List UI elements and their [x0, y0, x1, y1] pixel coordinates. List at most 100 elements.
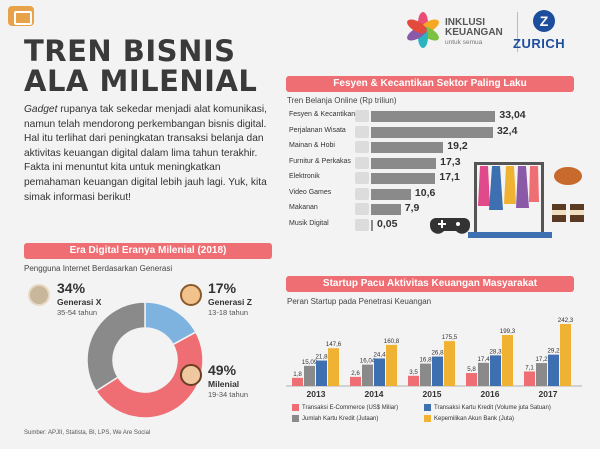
- legend-label: Jumlah Kartu Kredit (Jutaan): [302, 416, 379, 423]
- milenial-label: Milenial: [208, 379, 240, 389]
- belanja-bar: [371, 219, 373, 231]
- belanja-value-label: 32,4: [496, 124, 518, 137]
- milenial-age: 19-34 tahun: [208, 390, 249, 399]
- legend-label: Kepemilikan Akun Bank (Juta): [434, 416, 515, 423]
- startup-bar: [560, 324, 571, 386]
- page-title-line1: TREN BISNIS: [24, 34, 236, 68]
- startup-bar: [362, 364, 373, 386]
- startup-bar: [328, 348, 339, 386]
- gen-x-age: 35-54 tahun: [57, 308, 98, 317]
- legend-item: Transaksi Kartu Kredit (Volume juta Satu…: [424, 404, 551, 411]
- belanja-value-label: 17,1: [439, 171, 460, 183]
- belanja-value-label: 33,04: [499, 109, 526, 121]
- startup-value-label: 5,8: [467, 366, 476, 373]
- inklusi-word: INKLUSI: [445, 17, 485, 28]
- startup-value-label: 147,6: [326, 341, 342, 348]
- year-tick-label: 2015: [423, 389, 442, 399]
- toy-icon: [355, 141, 369, 153]
- legend-swatch: [424, 415, 431, 422]
- music-icon: [355, 218, 369, 231]
- startup-bar: [350, 376, 361, 386]
- inklusi-flower-icon: [407, 12, 439, 48]
- generasi-subtitle: Pengguna Internet Berdasarkan Generasi: [24, 264, 173, 273]
- fesyen-banner: Fesyen & Kecantikan Sektor Paling Laku: [286, 76, 574, 92]
- startup-bar: [466, 373, 477, 386]
- gen-z-age: 13-18 tahun: [208, 308, 249, 317]
- startup-bar: [444, 341, 455, 386]
- belanja-bar: [371, 204, 401, 215]
- startup-value-label: 1,8: [293, 371, 302, 378]
- startup-value-label: 16,04: [360, 358, 376, 365]
- startup-value-label: 199,3: [500, 328, 516, 335]
- legend-swatch: [292, 404, 299, 411]
- startup-value-label: 17,4: [477, 356, 490, 363]
- belanja-bar: [371, 111, 496, 122]
- fesyen-subtitle: Tren Belanja Online (Rp triliun): [287, 96, 397, 105]
- startup-bar: [420, 363, 431, 386]
- startup-value-label: 3,5: [409, 369, 418, 376]
- startup-value-label: 29,2: [547, 348, 560, 355]
- startup-value-label: 15,09: [302, 359, 318, 366]
- belanja-category-label: Furnitur & Perkakas: [289, 157, 351, 165]
- intro-paragraph: Gadget rupanya tak sekedar menjadi alat …: [24, 103, 272, 205]
- startup-value-label: 21,8: [315, 354, 328, 361]
- startup-bar: [386, 344, 397, 386]
- gamepad-illustration: [430, 218, 470, 234]
- belanja-category-label: Makanan: [289, 204, 318, 211]
- wallet-icon: [8, 6, 34, 26]
- legend-swatch: [292, 415, 299, 422]
- gen-z-pct: 17%: [208, 280, 237, 296]
- legend-item: Kepemilikan Akun Bank (Juta): [424, 415, 514, 422]
- year-tick-label: 2013: [307, 389, 326, 399]
- logo-divider: [517, 12, 518, 52]
- startup-bar: [316, 360, 327, 386]
- dress-icon: [355, 110, 369, 122]
- car-icon: [355, 125, 369, 138]
- startup-value-label: 175,5: [442, 334, 458, 341]
- startup-value-label: 16,8: [419, 357, 432, 364]
- clothes-rack-illustration: [468, 162, 584, 238]
- legend-swatch: [424, 404, 431, 411]
- belanja-bar: [371, 173, 436, 184]
- startup-bar: [490, 355, 501, 386]
- startup-value-label: 26,8: [431, 350, 444, 357]
- startup-bar: [304, 365, 315, 386]
- belanja-category-label: Perjalanan Wisata: [289, 126, 346, 134]
- year-tick-label: 2017: [539, 389, 558, 399]
- belanja-category-label: Elektronik: [289, 173, 320, 180]
- source-note: Sumber: APJII, Statista, BI, LPS, We Are…: [24, 430, 151, 436]
- gen-z-label: Generasi Z: [208, 297, 252, 307]
- belanja-bar: [371, 142, 444, 153]
- generasi-banner: Era Digital Eranya Milenial (2018): [24, 243, 272, 259]
- startup-bar: [536, 363, 547, 386]
- startup-value-label: 24,4: [373, 351, 386, 358]
- zurich-emblem: Z: [533, 10, 555, 32]
- gen-x-avatar-icon: [28, 284, 50, 306]
- startup-value-label: 160,8: [384, 338, 400, 345]
- belanja-bar: [371, 157, 437, 169]
- startup-bar: [524, 371, 535, 386]
- gen-x-label: Generasi X: [57, 297, 102, 307]
- chair-icon: [355, 156, 369, 169]
- belanja-bar: [371, 188, 411, 200]
- belanja-value-label: 19,2: [447, 140, 468, 152]
- belanja-category-label: Fesyen & Kecantikan: [289, 111, 356, 118]
- belanja-value-label: 10,6: [414, 186, 436, 199]
- belanja-value-label: 7,9: [404, 202, 420, 214]
- startup-value-label: 28,3: [489, 348, 502, 355]
- startup-bar: [548, 354, 559, 386]
- belanja-value-label: 0,05: [377, 217, 398, 230]
- legend-item: Jumlah Kartu Kredit (Jutaan): [292, 415, 378, 422]
- intro-text: rupanya tak sekedar menjadi alat komunik…: [24, 104, 267, 203]
- generasi-donut-chart: [86, 301, 204, 419]
- inklusi-tagline: untuk semua: [445, 39, 483, 46]
- startup-value-label: 242,3: [558, 317, 574, 324]
- startup-banner: Startup Pacu Aktivitas Keuangan Masyarak…: [286, 276, 574, 292]
- legend-label: Transaksi Kartu Kredit (Volume juta Satu…: [434, 405, 551, 412]
- startup-bar: [408, 375, 419, 386]
- startup-bar: [374, 358, 385, 386]
- startup-value-label: 7,1: [525, 364, 534, 371]
- startup-bar: [292, 377, 303, 386]
- gen-x-pct: 34%: [57, 280, 86, 296]
